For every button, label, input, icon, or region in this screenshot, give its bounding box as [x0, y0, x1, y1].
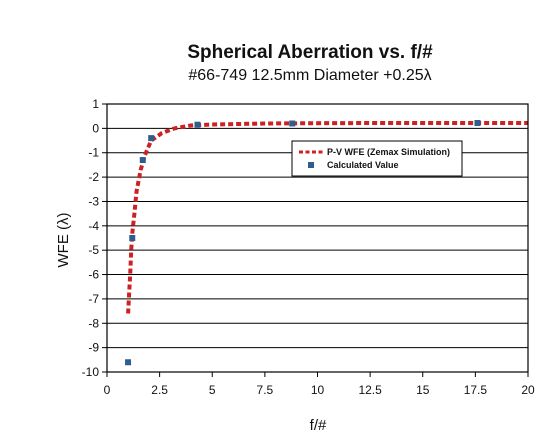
- y-axis-label: WFE (λ): [55, 213, 72, 268]
- x-tick-label: 10: [311, 383, 325, 397]
- data-point-calculated: [148, 135, 155, 142]
- chart-subtitle: #66-749 12.5mm Diameter +0.25λ: [188, 67, 431, 84]
- y-tick-label: 0: [92, 121, 99, 135]
- y-tick-label: 1: [92, 97, 99, 111]
- y-tick-label: -5: [88, 243, 99, 257]
- series-line-zemax: [126, 121, 528, 314]
- data-point-calculated: [139, 157, 146, 164]
- y-tick-label: -2: [88, 170, 99, 184]
- plot-frame: [106, 103, 529, 373]
- y-tick-label: -8: [88, 316, 99, 330]
- x-tick-label: 7.5: [257, 383, 274, 397]
- series-marker-layer: [125, 120, 481, 366]
- x-tick-label: 15: [416, 383, 430, 397]
- x-tick-label: 12.5: [358, 383, 382, 397]
- data-point-calculated: [194, 121, 201, 128]
- legend: P-V WFE (Zemax Simulation) Calculated Va…: [291, 140, 463, 177]
- y-tick-label: -6: [88, 268, 99, 282]
- y-tick-label: -7: [88, 292, 99, 306]
- data-point-calculated: [474, 120, 481, 127]
- y-tick-label: -4: [88, 219, 99, 233]
- legend-label-zemax: P-V WFE (Zemax Simulation): [327, 147, 450, 157]
- x-tick-label: 0: [104, 383, 111, 397]
- data-point-calculated: [289, 120, 296, 127]
- x-tick-label: 5: [209, 383, 216, 397]
- x-tick-label: 2.5: [151, 383, 168, 397]
- x-tick-label: 17.5: [464, 383, 488, 397]
- chart-title: Spherical Aberration vs. f/#: [187, 42, 433, 63]
- y-tick-label: -1: [88, 146, 99, 160]
- y-tick-label: -9: [88, 341, 99, 355]
- data-point-calculated: [129, 235, 136, 241]
- data-point-calculated: [125, 359, 132, 366]
- y-tick-labels: 1 0 -1 -2 -3 -4 -5 -6 -7 -8 -9 -10: [82, 97, 100, 379]
- legend-label-calculated: Calculated Value: [327, 160, 399, 170]
- y-tick-label: -10: [82, 365, 100, 379]
- x-axis-label: f/#: [310, 417, 327, 434]
- legend-box: [291, 140, 463, 177]
- legend-marker-swatch: [308, 162, 314, 168]
- y-tick-label: -3: [88, 194, 99, 208]
- x-tick-labels: 0 2.5 5 7.5 10 12.5 15 17.5 20: [104, 383, 535, 397]
- x-tick-label: 20: [521, 383, 535, 397]
- series-line-layer: [126, 121, 528, 314]
